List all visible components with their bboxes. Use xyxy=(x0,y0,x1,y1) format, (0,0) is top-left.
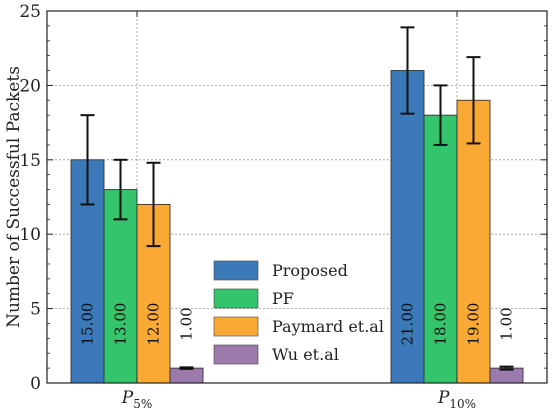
axis-ticks: 0 5 10 15 20 25 xyxy=(19,2,547,394)
legend-swatch xyxy=(213,316,259,337)
bar xyxy=(169,367,204,384)
x-tick-label: P10% xyxy=(437,388,476,410)
legend-swatch xyxy=(213,260,259,281)
data-label: 13.00 xyxy=(112,303,130,346)
y-tick-label: 0 xyxy=(30,374,41,394)
data-label: 1.00 xyxy=(498,307,516,340)
legend-swatch xyxy=(213,344,259,365)
data-label: 12.00 xyxy=(145,303,163,346)
data-label: 18.00 xyxy=(432,303,450,346)
legend-swatch xyxy=(213,288,259,309)
legend-label: Proposed xyxy=(272,261,348,280)
x-tick-labels: P5% P10% xyxy=(121,388,476,410)
legend-label: PF xyxy=(272,289,294,308)
error-bars xyxy=(80,26,514,371)
data-label: 21.00 xyxy=(399,303,417,346)
plot-frame xyxy=(46,10,548,384)
x-tick-label: P5% xyxy=(121,388,153,410)
y-tick-label: 10 xyxy=(19,225,41,245)
data-label: 15.00 xyxy=(79,303,97,346)
legend: Proposed PF Paymard et.al Wu et.al xyxy=(213,260,384,365)
y-tick-label: 25 xyxy=(19,2,41,22)
data-label: 1.00 xyxy=(178,307,196,340)
y-tick-label: 5 xyxy=(30,300,41,320)
y-tick-label: 20 xyxy=(19,76,41,96)
data-labels: 15.00 21.00 13.00 18.00 12.00 19.00 1.00 1.00 xyxy=(79,303,516,346)
data-label: 19.00 xyxy=(465,303,483,346)
y-axis-label: Number of Successful Packets xyxy=(4,66,24,328)
legend-label: Wu et.al xyxy=(272,345,339,364)
y-tick-label: 15 xyxy=(19,151,41,171)
bars xyxy=(70,70,524,384)
legend-label: Paymard et.al xyxy=(272,317,384,336)
